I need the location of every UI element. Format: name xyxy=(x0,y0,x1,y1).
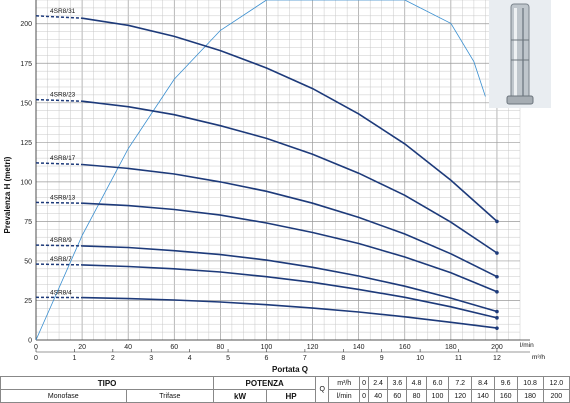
y-tick-label: 125 xyxy=(20,140,32,147)
table-cell: 7.2 xyxy=(449,377,472,390)
monofase-header: Monofase xyxy=(1,390,127,403)
table-cell: 3.6 xyxy=(388,377,407,390)
x-tick-label: 140 xyxy=(353,344,365,351)
x-m3h-tick-label: 6 xyxy=(265,355,269,362)
x-tick-label: 60 xyxy=(170,344,178,351)
y-axis-label: Prevalenza H (metri) xyxy=(3,156,12,233)
x-m3h-tick-label: 7 xyxy=(303,355,307,362)
table-cell: 160 xyxy=(494,390,517,403)
spec-table: TIPO POTENZA Q m³/h 0 2.4 3.6 4.8 6.0 7.… xyxy=(0,376,570,403)
series-label: 4SR8/4 xyxy=(50,289,72,296)
spec-table-row-2: Monofase Trifase kW HP l/min 0 40 60 80 … xyxy=(1,390,570,403)
y-tick-label: 200 xyxy=(20,21,32,28)
table-cell: 4.8 xyxy=(407,377,426,390)
y-tick-label: 75 xyxy=(24,219,32,226)
series-label: 4SR8/31 xyxy=(50,8,76,15)
table-cell: 40 xyxy=(368,390,387,403)
table-cell: 180 xyxy=(517,390,543,403)
data-point xyxy=(495,326,499,330)
data-point xyxy=(495,275,499,279)
data-point xyxy=(495,290,499,294)
table-cell: 0 xyxy=(360,390,369,403)
x-m3h-tick-label: 11 xyxy=(455,355,462,362)
m3h-unit: m³/h xyxy=(329,377,360,390)
data-point xyxy=(495,316,499,320)
y-tick-label: 150 xyxy=(20,100,32,107)
table-cell: 12.0 xyxy=(543,377,569,390)
pump-photo xyxy=(489,0,551,108)
kw-header: kW xyxy=(214,390,267,403)
x-m3h-tick-label: 9 xyxy=(380,355,384,362)
series-label: 4SR8/23 xyxy=(50,92,76,99)
hp-header: HP xyxy=(266,390,315,403)
x-m3h-tick-label: 5 xyxy=(226,355,230,362)
x-m3h-tick-label: 3 xyxy=(149,355,153,362)
series-label: 4SR8/9 xyxy=(50,237,72,244)
q-label: Q xyxy=(316,377,329,403)
x-m3h-tick-label: 2 xyxy=(111,355,115,362)
table-cell: 140 xyxy=(472,390,495,403)
x-unit-top: m³/h xyxy=(532,354,545,361)
table-cell: 120 xyxy=(449,390,472,403)
table-cell: 0 xyxy=(360,377,369,390)
x-tick-label: 160 xyxy=(399,344,411,351)
y-tick-label: 25 xyxy=(24,298,32,305)
x-m3h-tick-label: 1 xyxy=(72,355,76,362)
x-tick-label: 80 xyxy=(216,344,224,351)
x-unit-bottom: l/min xyxy=(520,342,534,349)
table-cell: 80 xyxy=(407,390,426,403)
series-label: 4SR8/13 xyxy=(50,194,76,201)
spec-table-row-1: TIPO POTENZA Q m³/h 0 2.4 3.6 4.8 6.0 7.… xyxy=(1,377,570,390)
series-label: 4SR8/17 xyxy=(50,155,76,162)
x-m3h-tick-label: 0 xyxy=(34,355,38,362)
table-cell: 200 xyxy=(543,390,569,403)
x-m3h-tick-label: 10 xyxy=(416,355,424,362)
x-axis-label: Portata Q xyxy=(272,365,308,374)
chart-grid xyxy=(36,0,520,340)
table-cell: 6.0 xyxy=(426,377,449,390)
x-tick-label: 120 xyxy=(307,344,319,351)
table-cell: 8.4 xyxy=(472,377,495,390)
x-m3h-tick-label: 4 xyxy=(188,355,192,362)
y-tick-label: 175 xyxy=(20,61,32,68)
x-tick-label: 40 xyxy=(124,344,132,351)
y-tick-label: 100 xyxy=(20,179,32,186)
data-point xyxy=(495,310,499,314)
data-point xyxy=(495,220,499,224)
data-point xyxy=(495,251,499,255)
table-cell: 10.8 xyxy=(517,377,543,390)
table-cell: 60 xyxy=(388,390,407,403)
table-cell: 9.6 xyxy=(494,377,517,390)
x-tick-label: 180 xyxy=(445,344,457,351)
trifase-header: Trifase xyxy=(126,390,214,403)
table-cell: 100 xyxy=(426,390,449,403)
lmin-unit: l/min xyxy=(329,390,360,403)
y-tick-label: 0 xyxy=(28,338,32,345)
series-label: 4SR8/7 xyxy=(50,256,72,263)
potenza-header: POTENZA xyxy=(214,377,316,390)
x-tick-label: 20 xyxy=(78,344,86,351)
y-tick-label: 50 xyxy=(24,258,32,265)
x-m3h-tick-label: 12 xyxy=(493,355,501,362)
table-cell: 2.4 xyxy=(368,377,387,390)
tipo-header: TIPO xyxy=(1,377,214,390)
x-m3h-tick-label: 8 xyxy=(341,355,345,362)
